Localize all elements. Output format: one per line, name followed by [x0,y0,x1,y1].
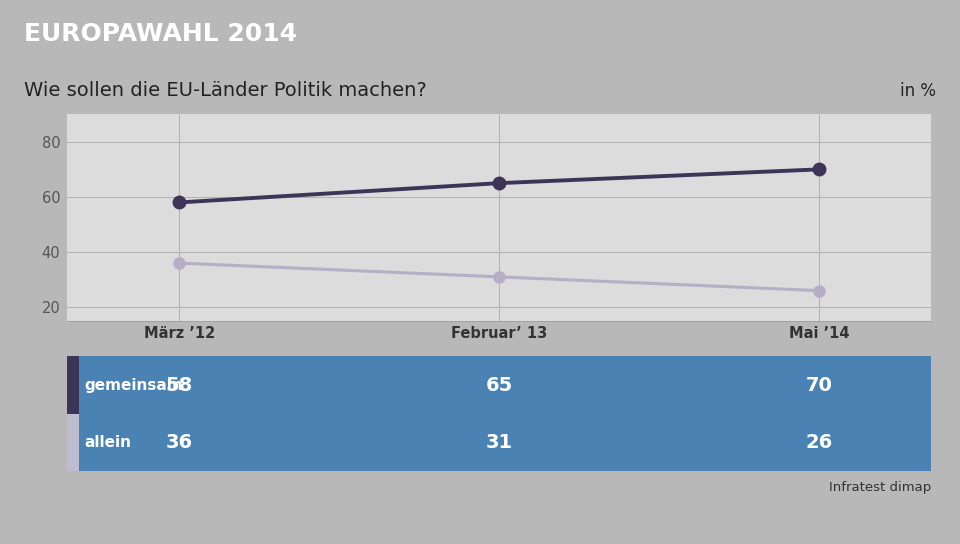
Text: 36: 36 [166,433,193,452]
Text: 58: 58 [165,375,193,394]
Text: in %: in % [900,82,936,100]
Text: EUROPAWAHL 2014: EUROPAWAHL 2014 [24,22,298,46]
Text: 26: 26 [805,433,833,452]
Bar [67,414,79,471]
Text: Wie sollen die EU-Länder Politik machen?: Wie sollen die EU-Länder Politik machen? [24,82,427,101]
Text: 70: 70 [805,375,832,394]
Text: März ’12: März ’12 [144,326,215,341]
Text: 65: 65 [486,375,513,394]
Text: Infratest dimap: Infratest dimap [828,481,931,494]
Bar [67,356,931,414]
Text: Mai ’14: Mai ’14 [789,326,850,341]
Text: Februar’ 13: Februar’ 13 [451,326,547,341]
Text: 31: 31 [486,433,513,452]
Text: gemeinsam: gemeinsam [84,378,183,393]
Text: allein: allein [84,435,132,450]
Bar [67,414,931,471]
Bar [67,356,79,414]
